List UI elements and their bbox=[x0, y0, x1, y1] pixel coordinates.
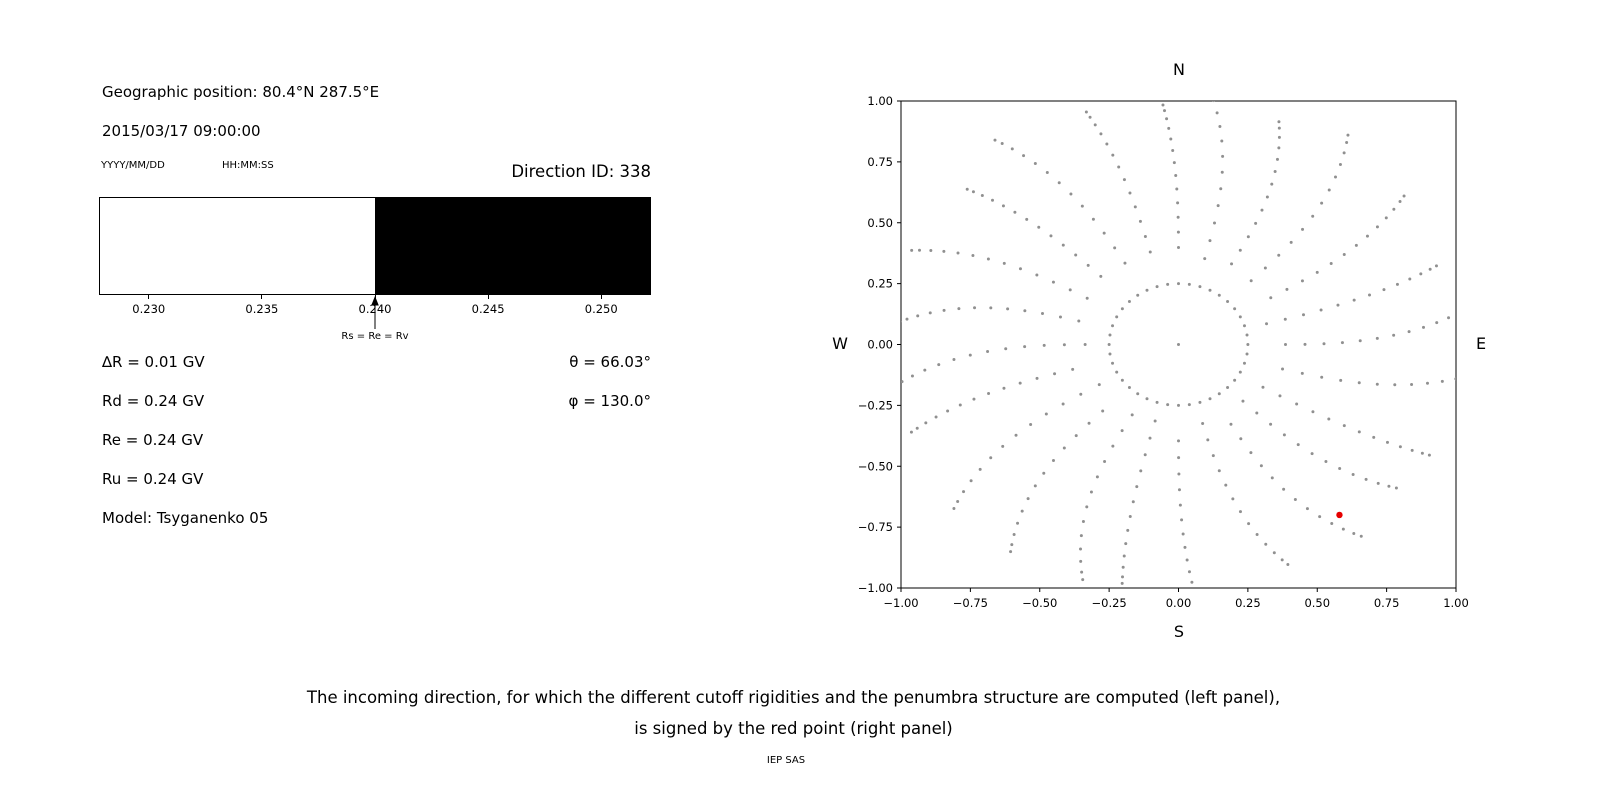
axis-tick-label: −0.25 bbox=[858, 398, 893, 412]
scatter-points bbox=[901, 101, 1456, 585]
axis-tick-label: 0.25 bbox=[867, 277, 893, 291]
axis-tick-label: 1.00 bbox=[1443, 596, 1469, 610]
axis-tick-label: 0.25 bbox=[1235, 596, 1261, 610]
param-rd: Rd = 0.24 GV bbox=[102, 392, 205, 410]
axis-tick-label: −0.50 bbox=[1022, 596, 1057, 610]
geo-position-text: Geographic position: 80.4°N 287.5°E bbox=[102, 83, 380, 101]
model-label: Model: Tsyganenko 05 bbox=[102, 509, 269, 527]
axis-tick-label: −1.00 bbox=[883, 596, 918, 610]
up-arrow-icon bbox=[371, 296, 379, 329]
axis-tick-label: −0.75 bbox=[953, 596, 988, 610]
datetime-text: 2015/03/17 09:00:00 bbox=[102, 122, 261, 140]
selected-direction-point bbox=[1336, 511, 1343, 519]
param-phi: φ = 130.0° bbox=[568, 392, 651, 410]
compass-label-east: E bbox=[1475, 334, 1487, 353]
arrow-annotation-label: Rs = Re = Rv bbox=[341, 331, 409, 342]
date-format-label: YYYY/MM/DD bbox=[101, 160, 165, 171]
axis-tick-label: 0.50 bbox=[867, 216, 893, 230]
caption-line-1: The incoming direction, for which the di… bbox=[306, 688, 1281, 707]
penumbra-segment-allowed bbox=[100, 198, 375, 294]
axis-tick-label: −0.25 bbox=[1092, 596, 1127, 610]
axis-tick-label: 0.230 bbox=[132, 302, 166, 316]
axis-tick bbox=[487, 295, 489, 299]
axis-tick-label: 0.50 bbox=[1304, 596, 1330, 610]
direction-scatter-plot: −1.00 −0.75 −0.50 −0.25 0.00 0.25 0.50 0.75 1.00… bbox=[858, 94, 1469, 610]
param-theta: θ = 66.03° bbox=[569, 353, 651, 371]
compass-label-west: W bbox=[832, 334, 848, 353]
axis-tick bbox=[148, 295, 150, 299]
axis-tick bbox=[261, 295, 263, 299]
param-re: Re = 0.24 GV bbox=[102, 431, 204, 449]
penumbra-bar-chart bbox=[99, 197, 651, 295]
param-ru: Ru = 0.24 GV bbox=[102, 470, 204, 488]
axis-tick-label: −0.50 bbox=[858, 459, 893, 473]
axis-tick-label: 0.00 bbox=[867, 338, 893, 352]
direction-id-text: Direction ID: 338 bbox=[511, 162, 651, 181]
axis-tick-label: 0.245 bbox=[471, 302, 505, 316]
axis-tick-label: 0.75 bbox=[867, 155, 893, 169]
axis-tick bbox=[600, 295, 602, 299]
credit-text: IEP SAS bbox=[766, 755, 806, 766]
compass-label-south: S bbox=[1173, 622, 1185, 641]
compass-label-north: N bbox=[1173, 60, 1185, 79]
penumbra-segment-forbidden bbox=[375, 198, 650, 294]
caption-line-2: is signed by the red point (right panel) bbox=[634, 719, 953, 738]
param-delta-r: ∆R = 0.01 GV bbox=[102, 353, 205, 371]
axis-tick-label: 0.250 bbox=[584, 302, 618, 316]
time-format-label: HH:MM:SS bbox=[222, 160, 274, 171]
axis-tick-label: −1.00 bbox=[858, 581, 893, 595]
axis-tick-label: 0.75 bbox=[1374, 596, 1400, 610]
axis-tick-label: 0.00 bbox=[1166, 596, 1192, 610]
axis-tick-label: 0.235 bbox=[245, 302, 279, 316]
axis-tick-label: 1.00 bbox=[867, 94, 893, 108]
axis-tick-label: −0.75 bbox=[858, 520, 893, 534]
